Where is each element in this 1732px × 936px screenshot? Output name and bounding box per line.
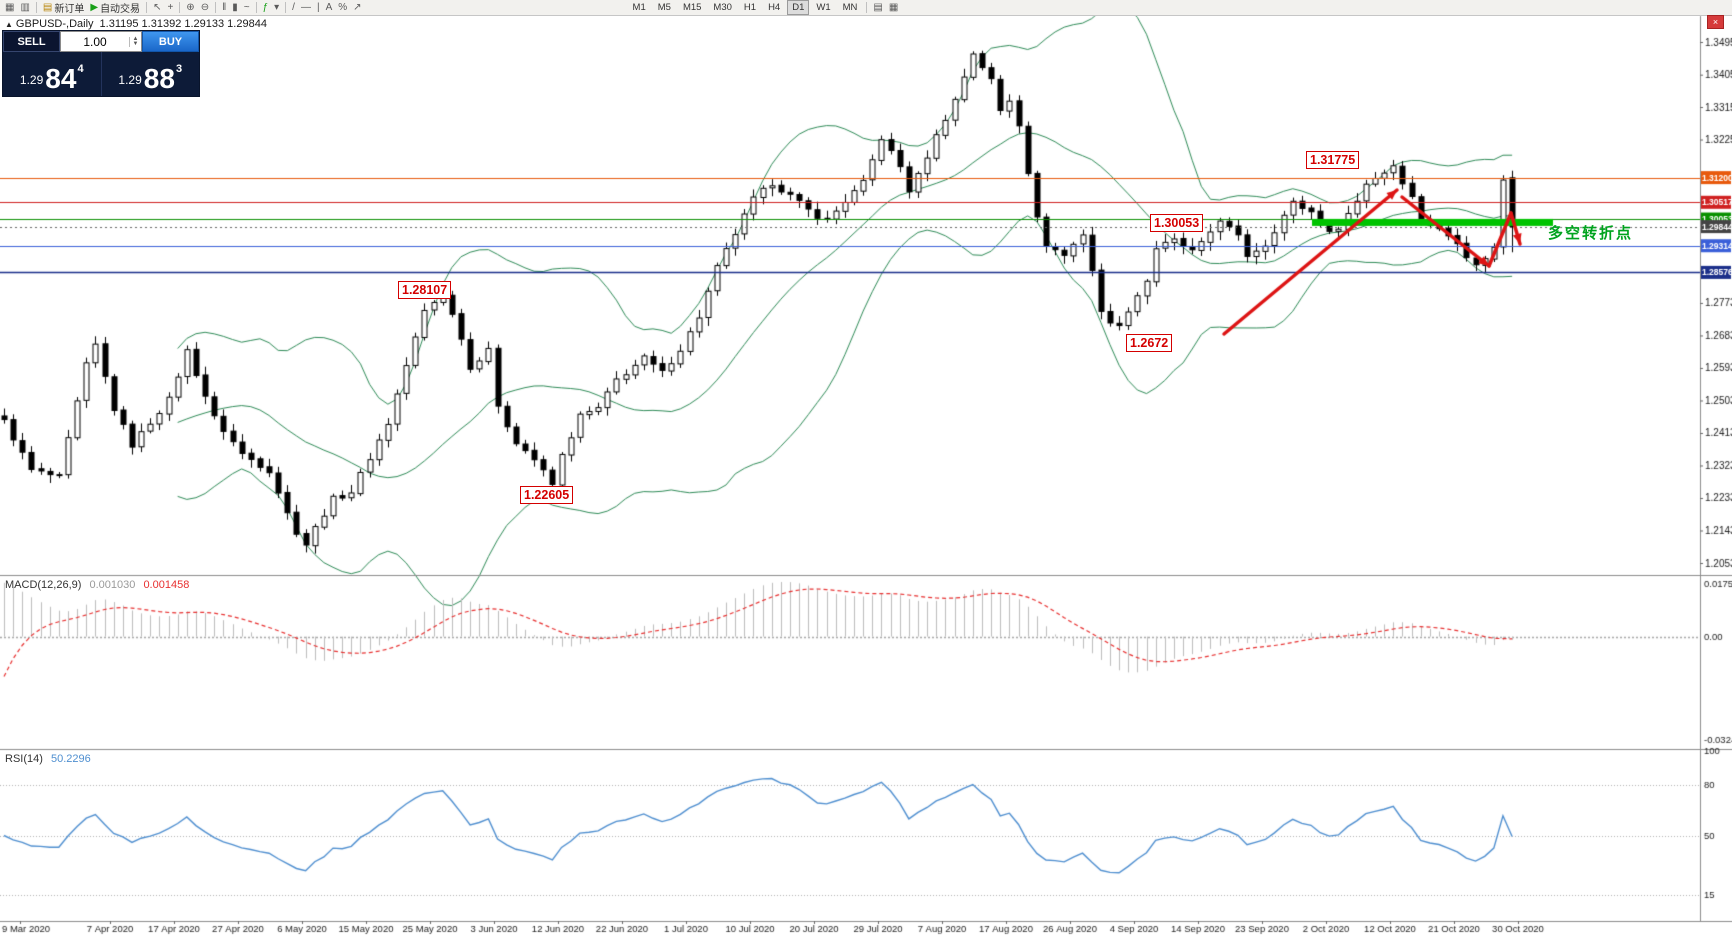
toolbar-separator xyxy=(35,2,37,13)
rsi-value: 50.2296 xyxy=(50,753,91,765)
timeframe-w1-button[interactable]: W1 xyxy=(816,2,831,13)
trendline-icon: / xyxy=(292,1,295,13)
buy-price-point: 3 xyxy=(175,63,183,75)
toolbar-separator xyxy=(146,2,148,13)
bar-chart-icon: ‖ xyxy=(222,1,227,13)
autotrading-button[interactable]: ▶ 自动交易 xyxy=(87,1,143,16)
timeframes-button[interactable]: ▾ xyxy=(271,1,282,15)
volume-value: 1.00 xyxy=(83,34,107,49)
bar-chart-button[interactable]: ‖ xyxy=(219,1,229,15)
zoom-in-icon: ⊕ xyxy=(186,1,195,13)
rsi-name: RSI(14) xyxy=(5,753,43,765)
sell-button[interactable]: SELL xyxy=(3,31,60,52)
zoom-out-icon: ⊖ xyxy=(200,1,210,13)
cursor-button[interactable]: ↖ xyxy=(150,1,164,15)
volume-up-icon[interactable]: ▲ xyxy=(132,35,139,42)
buy-price[interactable]: 1.29 88 3 xyxy=(102,52,200,96)
indicators-icon: ƒ xyxy=(262,1,269,13)
arrow-tool-button[interactable]: ↗ xyxy=(350,1,364,15)
ohlc-values: 1.31195 1.31392 1.29133 1.29844 xyxy=(99,18,267,30)
rsi-indicator-label: RSI(14) 50.2296 xyxy=(5,753,91,765)
symbol-marker-icon: ▲ xyxy=(5,20,13,29)
toolbar-separator xyxy=(179,2,181,13)
timeframe-m15-button[interactable]: M15 xyxy=(682,2,702,13)
one-click-trading-panel: SELL 1.00 ▲ ▼ BUY 1.29 84 4 1.29 88 3 xyxy=(2,30,200,97)
timeframes-icon: ▾ xyxy=(274,1,280,13)
toolbar-separator xyxy=(866,2,868,13)
timeframe-m30-button[interactable]: M30 xyxy=(713,2,732,13)
buy-button[interactable]: BUY xyxy=(142,31,199,52)
candlestick-chart-button[interactable]: ▮ xyxy=(229,1,241,15)
main-toolbar: ▦ ▥ ▤ 新订单 ▶ 自动交易 ↖ + ⊕ ⊖ ‖ ▮ ~ ƒ ▾ / — | A% ↗ M1 M5 M15 M30 H1 H4… xyxy=(0,0,1732,16)
volume-field[interactable]: 1.00 ▲ ▼ xyxy=(60,31,142,52)
sell-price[interactable]: 1.29 84 4 xyxy=(3,52,102,96)
timeframe-m5-button[interactable]: M5 xyxy=(657,2,671,13)
price-annotation[interactable]: 1.31775 xyxy=(1306,151,1360,169)
window-tile-button[interactable]: ▦ xyxy=(886,1,901,15)
line-chart-icon: ~ xyxy=(243,1,250,13)
price-annotation[interactable]: 1.28107 xyxy=(398,281,452,299)
chart-title: ▲ GBPUSD-,Daily 1.31195 1.31392 1.29133 1.… xyxy=(5,18,267,30)
vertical-line-button[interactable]: | xyxy=(314,1,323,15)
price-annotation[interactable]: 1.30053 xyxy=(1150,214,1204,232)
window-cascade-icon: ▤ xyxy=(873,1,883,13)
price-annotation[interactable]: 1.2672 xyxy=(1126,334,1173,352)
percent-icon: % xyxy=(338,1,348,13)
sell-price-point: 4 xyxy=(77,63,84,75)
profiles-icon: ▥ xyxy=(20,1,30,13)
pivot-point-label[interactable]: 多空转折点 xyxy=(1548,225,1634,242)
new-order-icon: ▤ xyxy=(42,1,53,13)
zoom-out-button[interactable]: ⊖ xyxy=(198,1,212,15)
volume-down-icon[interactable]: ▼ xyxy=(132,40,139,47)
new-chart-icon: ▦ xyxy=(5,1,15,13)
buy-price-pips: 88 xyxy=(143,63,175,95)
trade-panel-controls: SELL 1.00 ▲ ▼ BUY xyxy=(3,31,199,52)
text-label-button[interactable]: A xyxy=(323,1,336,15)
percent-button[interactable]: % xyxy=(335,1,350,15)
timeframe-mn-button[interactable]: MN xyxy=(842,2,858,13)
line-chart-button[interactable]: ~ xyxy=(241,1,253,15)
horizontal-line-icon: — xyxy=(300,1,311,13)
macd-indicator-label: MACD(12,26,9) 0.001030 0.001458 xyxy=(5,579,189,591)
autotrading-label: 自动交易 xyxy=(100,4,141,15)
profiles-button[interactable]: ▥ xyxy=(17,1,32,15)
symbol-name: GBPUSD-,Daily xyxy=(15,18,94,30)
trendline-button[interactable]: / xyxy=(289,1,298,15)
toolbar-separator xyxy=(215,2,217,13)
buy-price-prefix: 1.29 xyxy=(118,73,142,87)
vertical-line-icon: | xyxy=(316,1,320,13)
horizontal-line-button[interactable]: — xyxy=(298,1,314,15)
crosshair-icon: + xyxy=(167,1,174,13)
crosshair-button[interactable]: + xyxy=(164,1,176,15)
cursor-icon: ↖ xyxy=(153,1,162,13)
timeframe-d1-button[interactable]: D1 xyxy=(787,0,810,15)
toolbar-separator xyxy=(285,2,287,13)
macd-name: MACD(12,26,9) xyxy=(5,579,82,591)
trade-panel-prices: 1.29 84 4 1.29 88 3 xyxy=(3,52,199,96)
chart-close-button[interactable]: × xyxy=(1707,15,1724,29)
macd-value-signal: 0.001458 xyxy=(143,579,190,591)
timeframe-m1-button[interactable]: M1 xyxy=(632,2,646,13)
arrow-tool-icon: ↗ xyxy=(353,1,362,13)
timeframe-h4-button[interactable]: H4 xyxy=(768,2,781,13)
sell-price-prefix: 1.29 xyxy=(19,73,44,87)
indicators-button[interactable]: ƒ xyxy=(260,1,272,15)
candlestick-chart-icon: ▮ xyxy=(232,1,238,13)
toolbar-separator xyxy=(255,2,257,13)
text-label-icon: A xyxy=(325,1,333,13)
window-tile-icon: ▦ xyxy=(888,1,899,13)
new-order-label: 新订单 xyxy=(54,4,85,15)
timeframe-h1-button[interactable]: H1 xyxy=(743,2,757,13)
zoom-in-button[interactable]: ⊕ xyxy=(183,1,197,15)
autotrading-icon: ▶ xyxy=(90,1,99,13)
new-chart-button[interactable]: ▦ xyxy=(2,1,17,15)
macd-value-main: 0.001030 xyxy=(89,579,136,591)
window-cascade-button[interactable]: ▤ xyxy=(870,1,885,15)
new-order-button[interactable]: ▤ 新订单 xyxy=(40,1,87,16)
volume-spinner: ▲ ▼ xyxy=(129,35,141,47)
sell-price-pips: 84 xyxy=(45,63,77,95)
price-annotation[interactable]: 1.22605 xyxy=(520,486,574,504)
